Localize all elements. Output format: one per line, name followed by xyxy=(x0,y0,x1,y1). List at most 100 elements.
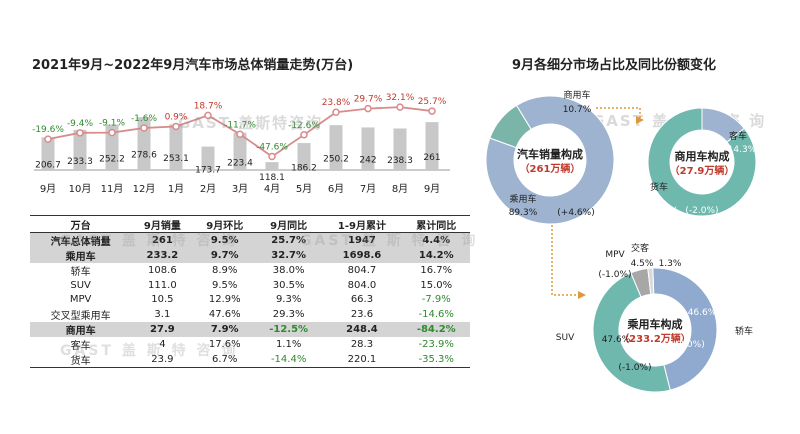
slice-label: 货车 xyxy=(650,181,668,193)
table-cell: -7.9% xyxy=(421,294,451,306)
yoy-label: 25.7% xyxy=(418,97,447,107)
yoy-point xyxy=(268,152,276,161)
donut-hole xyxy=(620,295,690,365)
bar xyxy=(169,124,183,170)
table-cell: 7.9% xyxy=(193,322,256,338)
table-row: 货车 23.9 6.7% -14.4% 220.1 -35.3% xyxy=(30,352,470,369)
slice-label: MPV xyxy=(605,250,625,260)
table-row: 交叉型乘用车 3.1 47.6% 29.3% 23.6 -14.6% xyxy=(30,307,470,322)
watermark: GAST 盖 斯 特 咨 询 xyxy=(300,233,479,249)
yoy-point xyxy=(236,130,244,139)
bar-value-label: 250.2 xyxy=(323,155,349,165)
table-cell: 248.4 xyxy=(321,322,403,338)
connector-arrow xyxy=(636,116,644,124)
table-cell: 14.2% xyxy=(402,248,470,263)
slice-value: 4.5% xyxy=(631,259,654,269)
table-cell: 10.5 xyxy=(151,294,174,306)
table-cell: 25.7% xyxy=(255,232,322,248)
table-row: 客车 4 17.6% 1.1% 28.3 -23.9% xyxy=(30,337,470,352)
right-chart-title: 9月各细分市场占比及同比份额变化 xyxy=(512,58,717,73)
table-cell: 30.5% xyxy=(272,279,305,291)
bar xyxy=(329,125,343,170)
table-header: 9月同比 xyxy=(255,215,322,233)
table-cell: 47.6% xyxy=(208,309,241,321)
table-cell: 1698.6 xyxy=(321,248,403,263)
table-cell: 9.5% xyxy=(212,279,238,291)
table-row: MPV 10.5 12.9% 9.3% 66.3 -7.9% xyxy=(30,293,470,308)
table-cell: 9.5% xyxy=(193,232,256,248)
yoy-label: 32.1% xyxy=(386,93,415,103)
table-cell: 108.6 xyxy=(148,265,177,276)
table-row: 汽车总体销量 261 9.5% 25.7% 1947 4.4% xyxy=(30,232,470,248)
table-header-row: 万台 9月销量 9月环比 9月同比 1-9月累计 累计同比 xyxy=(30,215,470,233)
slice-label: 商用车 xyxy=(563,89,590,101)
donut-commercial: 商用车构成（27.9万辆） xyxy=(647,107,757,217)
row-label: 客车 xyxy=(70,341,91,353)
table-cell: 3.1 xyxy=(154,309,171,321)
x-tick-label: 6月 xyxy=(328,183,344,195)
bar-value-label: 186.2 xyxy=(291,164,317,174)
slice-change: (-2.0%) xyxy=(685,206,718,216)
slice-change: (-1.0%) xyxy=(598,270,631,280)
x-tick-label: 3月 xyxy=(232,183,248,195)
row-label: 货车 xyxy=(30,352,132,369)
yoy-point xyxy=(140,124,148,132)
table-cell: 29.3% xyxy=(272,309,305,321)
donut-title: 商用车构成 xyxy=(675,149,730,163)
connector-line xyxy=(551,225,580,296)
slice-value: 46.6% xyxy=(688,308,717,318)
table-cell: 66.3 xyxy=(350,294,374,306)
donut-title: 汽车销量构成 xyxy=(517,147,583,161)
yoy-label: -11.7% xyxy=(224,120,256,130)
table-cell: -14.6% xyxy=(418,309,454,321)
row-label: SUV xyxy=(70,279,91,291)
x-tick-label: 8月 xyxy=(392,183,408,195)
slice-label: 轿车 xyxy=(735,325,753,337)
yoy-point xyxy=(172,122,180,131)
table-header: 万台 xyxy=(30,215,132,233)
x-tick-label: 12月 xyxy=(133,183,156,195)
table-header: 累计同比 xyxy=(402,215,470,233)
yoy-point xyxy=(300,131,308,139)
bar xyxy=(297,143,311,170)
table-cell: 12.9% xyxy=(208,294,241,306)
watermark: GAST 盖 斯 特 咨 询 xyxy=(60,343,239,359)
table-cell: -35.3% xyxy=(402,352,470,369)
bar-value-label: 118.1 xyxy=(259,173,285,183)
bar xyxy=(265,162,279,170)
yoy-label: 0.9% xyxy=(165,112,188,122)
x-tick-label: 4月 xyxy=(264,183,280,195)
yoy-point xyxy=(44,135,52,143)
yoy-point xyxy=(204,111,212,120)
yoy-label: -47.6% xyxy=(256,143,288,153)
table-header: 9月环比 xyxy=(193,215,256,233)
slice-value: 89.3% xyxy=(509,208,538,218)
table-cell: 111.0 xyxy=(148,279,177,291)
yoy-point xyxy=(108,128,116,137)
table-cell: 9.3% xyxy=(275,294,302,306)
slice-value: 10.7% xyxy=(563,105,592,115)
table-cell: 23.9 xyxy=(131,352,194,369)
table-row: 商用车 27.9 7.9% -12.5% 248.4 -84.2% xyxy=(30,322,470,338)
table-cell: 15.0% xyxy=(420,279,453,291)
row-label: 轿车 xyxy=(70,267,91,278)
yoy-label: 18.7% xyxy=(194,101,223,111)
table-cell: 6.7% xyxy=(193,352,256,369)
bar xyxy=(361,127,375,170)
watermark: GAST 盖 斯 特 咨 询 xyxy=(60,233,239,249)
connector-line xyxy=(596,107,641,120)
table-cell: 27.9 xyxy=(131,322,194,338)
donut-slice xyxy=(592,272,671,393)
table-cell: -23.9% xyxy=(418,339,454,351)
table-cell: 1947 xyxy=(321,232,403,248)
yoy-label: -12.6% xyxy=(288,121,320,131)
bar-value-label: 206.7 xyxy=(35,161,61,171)
bar xyxy=(41,137,55,170)
table-cell: 38.0% xyxy=(272,265,305,276)
table-cell: -12.5% xyxy=(255,322,322,338)
donut-total: （261万辆） xyxy=(520,162,581,175)
table-cell: 23.6 xyxy=(350,309,374,321)
x-tick-label: 10月 xyxy=(69,183,92,195)
bar-value-label: 173.7 xyxy=(195,165,221,175)
bar xyxy=(137,117,151,170)
